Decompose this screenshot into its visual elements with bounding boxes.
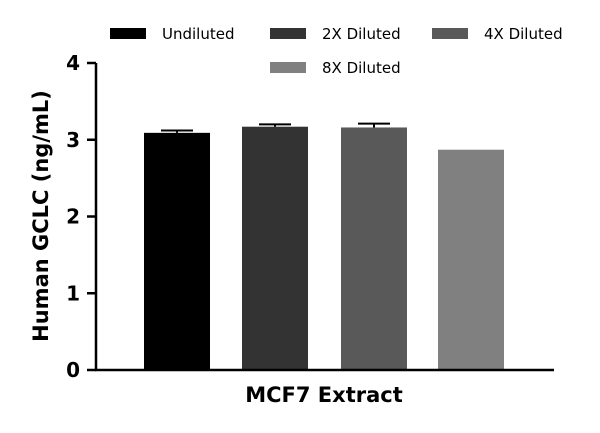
y-axis: 0 1 2 3 4: [66, 51, 98, 382]
y-tick-label-3: 3: [66, 128, 80, 152]
legend-label-2x-diluted: 2X Diluted: [322, 25, 401, 43]
x-axis-title: MCF7 Extract: [245, 383, 403, 407]
y-tick-label-4: 4: [66, 51, 80, 75]
error-bar-2x-diluted: [259, 123, 291, 127]
bar-4x-diluted: [341, 127, 407, 370]
error-bars: [161, 122, 390, 133]
bar-undiluted: [144, 132, 210, 370]
legend-swatch-2x-diluted: [270, 28, 306, 39]
legend-label-8x-diluted: 8X Diluted: [322, 59, 401, 77]
error-bar-4x-diluted: [358, 122, 390, 128]
y-tick-label-1: 1: [66, 281, 80, 305]
legend-swatch-undiluted: [110, 28, 146, 39]
legend: Undiluted 2X Diluted 4X Diluted 8X Dilut…: [110, 25, 563, 77]
legend-swatch-8x-diluted: [270, 62, 306, 73]
y-tick-label-2: 2: [66, 205, 80, 229]
bar-2x-diluted: [242, 126, 308, 370]
bars: [144, 126, 504, 370]
legend-swatch-4x-diluted: [432, 28, 468, 39]
legend-label-undiluted: Undiluted: [162, 25, 234, 43]
legend-label-4x-diluted: 4X Diluted: [484, 25, 563, 43]
error-bar-undiluted: [161, 129, 193, 133]
bar-8x-diluted: [438, 149, 504, 370]
y-tick-label-0: 0: [66, 358, 80, 382]
y-axis-title: Human GCLC (ng/mL): [29, 90, 53, 342]
